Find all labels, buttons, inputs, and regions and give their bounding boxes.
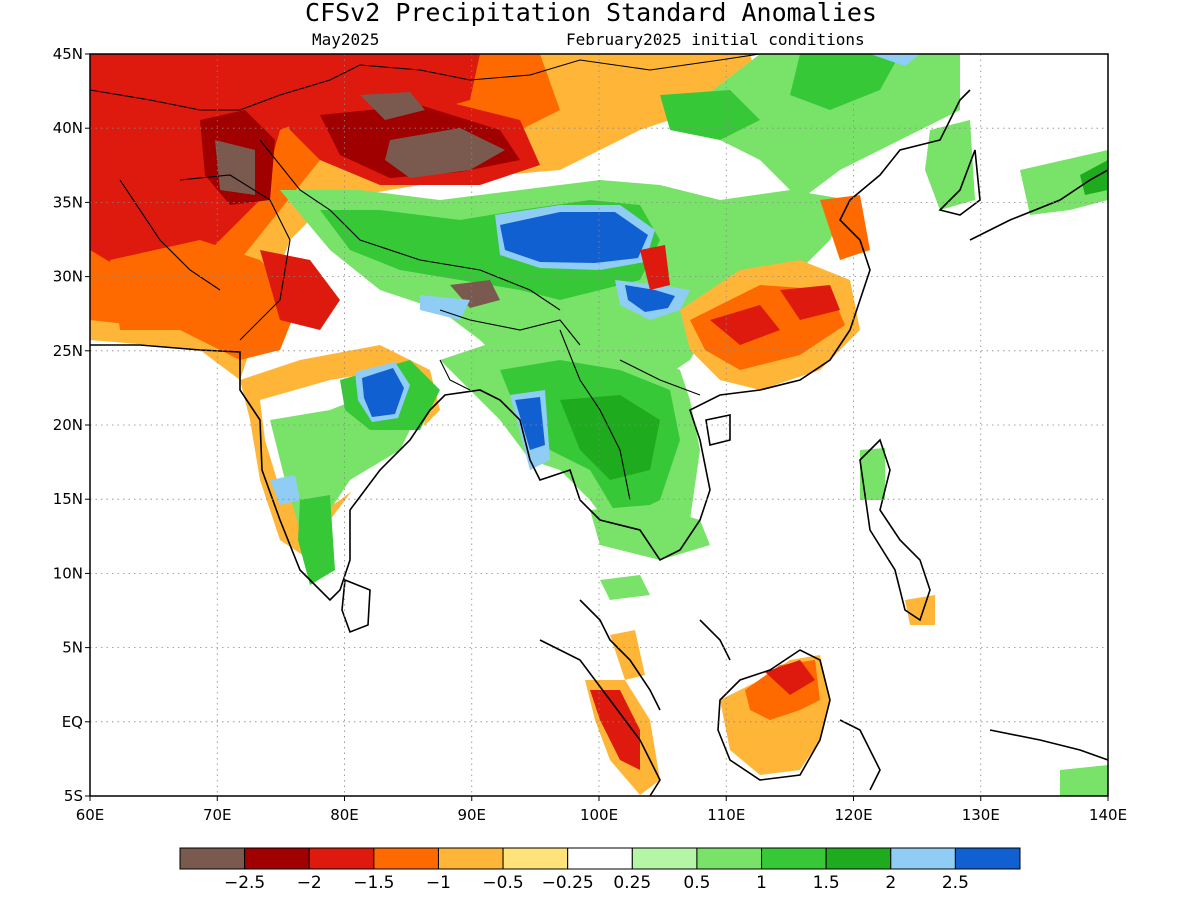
colorbar-label: −2 xyxy=(297,873,322,893)
colorbar-label: 2.5 xyxy=(942,873,969,893)
lat-tick-label: 45N xyxy=(53,45,83,63)
lat-tick-label: 20N xyxy=(53,416,83,434)
initial-conditions: February2025 initial conditions xyxy=(566,30,865,49)
lon-tick-label: 60E xyxy=(76,806,105,824)
lat-axis: 45N 40N 35N 30N 25N 20N 15N 10N 5N EQ 5S xyxy=(53,45,90,805)
lat-tick-label: 15N xyxy=(53,490,83,508)
colorbar-label: −0.25 xyxy=(542,873,594,893)
lat-tick-label: 5S xyxy=(64,787,83,805)
figure-title: CFSv2 Precipitation Standard Anomalies xyxy=(305,0,877,27)
lon-tick-label: 100E xyxy=(580,806,618,824)
lon-axis: 60E 70E 80E 90E 100E 110E 120E 130E 140E xyxy=(76,796,1127,824)
lon-tick-label: 90E xyxy=(457,806,486,824)
colorbar-swatch xyxy=(437,847,504,870)
lat-tick-label: 5N xyxy=(62,639,83,657)
valid-month: May2025 xyxy=(312,30,379,49)
colorbar-label: −1.5 xyxy=(353,873,394,893)
lat-tick-label: 10N xyxy=(53,564,83,582)
colorbar-label: −1 xyxy=(426,873,451,893)
colorbar: −2.5 −2 −1.5 −1 −0.5 −0.25 0.25 0.5 1 1.5 2 2.5 xyxy=(179,847,1021,893)
lat-tick-label: 30N xyxy=(53,268,83,286)
colorbar-swatch xyxy=(696,847,763,870)
colorbar-swatch xyxy=(825,847,892,870)
colorbar-label: −0.5 xyxy=(482,873,523,893)
anomaly-field xyxy=(90,54,1108,796)
lat-tick-label: EQ xyxy=(62,713,83,731)
lat-tick-label: 40N xyxy=(53,119,83,137)
colorbar-swatch xyxy=(502,847,569,870)
colorbar-swatch xyxy=(308,847,375,870)
colorbar-swatch xyxy=(761,847,827,870)
lon-tick-label: 110E xyxy=(707,806,745,824)
colorbar-label: 1 xyxy=(756,873,767,893)
colorbar-swatch xyxy=(244,847,310,870)
colorbar-swatch xyxy=(179,847,246,870)
colorbar-swatch xyxy=(631,847,698,870)
colorbar-label: 1.5 xyxy=(813,873,840,893)
colorbar-swatch xyxy=(567,847,633,870)
lon-tick-label: 140E xyxy=(1089,806,1127,824)
colorbar-label: 2 xyxy=(885,873,896,893)
lon-tick-label: 120E xyxy=(834,806,872,824)
lat-tick-label: 35N xyxy=(53,193,83,211)
coastlines xyxy=(90,89,1108,796)
lon-tick-label: 80E xyxy=(330,806,359,824)
country-borders xyxy=(90,54,761,501)
colorbar-label: 0.25 xyxy=(613,873,651,893)
gridlines xyxy=(90,54,1108,796)
colorbar-label: 0.5 xyxy=(683,873,710,893)
colorbar-swatch xyxy=(954,847,1021,870)
lon-tick-label: 130E xyxy=(962,806,1000,824)
colorbar-swatch xyxy=(890,847,956,870)
colorbar-swatch xyxy=(373,847,439,870)
lon-tick-label: 70E xyxy=(203,806,232,824)
colorbar-label: −2.5 xyxy=(224,873,265,893)
lat-tick-label: 25N xyxy=(53,342,83,360)
